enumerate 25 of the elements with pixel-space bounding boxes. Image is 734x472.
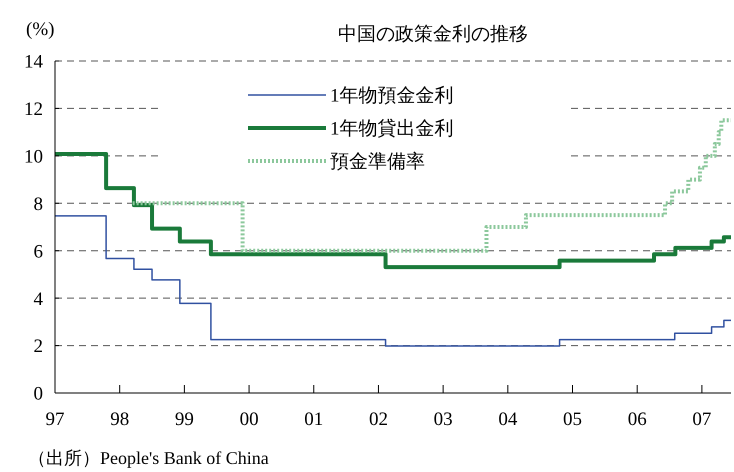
x-tick-label: 06: [628, 409, 647, 430]
y-tick-label: 14: [24, 52, 44, 73]
x-tick-label: 04: [498, 409, 518, 430]
y-tick-label: 0: [34, 384, 43, 405]
x-tick-label: 01: [304, 409, 324, 430]
y-tick-label: 4: [34, 288, 44, 310]
legend-label: 1年物貸出金利: [330, 118, 454, 140]
x-tick-label: 05: [563, 409, 582, 430]
x-tick-label: 98: [110, 409, 130, 430]
chart-title: 中国の政策金利の推移: [338, 24, 528, 45]
y-tick-label: 12: [24, 99, 43, 120]
text: （出所）People's Bank of China: [28, 448, 269, 468]
x-tick-label: 00: [240, 409, 259, 430]
y-tick-label: 6: [34, 241, 43, 262]
x-tick-label: 07: [692, 409, 712, 430]
x-tick-label: 03: [434, 409, 453, 430]
y-axis-title: (%): [26, 19, 54, 40]
legend-label: 1年物預金金利: [330, 86, 454, 107]
y-tick-label: 2: [34, 336, 43, 358]
x-tick-label: 99: [174, 409, 194, 430]
x-tick-label: 97: [46, 409, 64, 430]
x-tick-label: 02: [368, 409, 388, 430]
y-tick-label: 10: [24, 146, 43, 168]
y-tick-label: 8: [34, 194, 43, 215]
legend-label: 預金準備率: [330, 150, 425, 173]
